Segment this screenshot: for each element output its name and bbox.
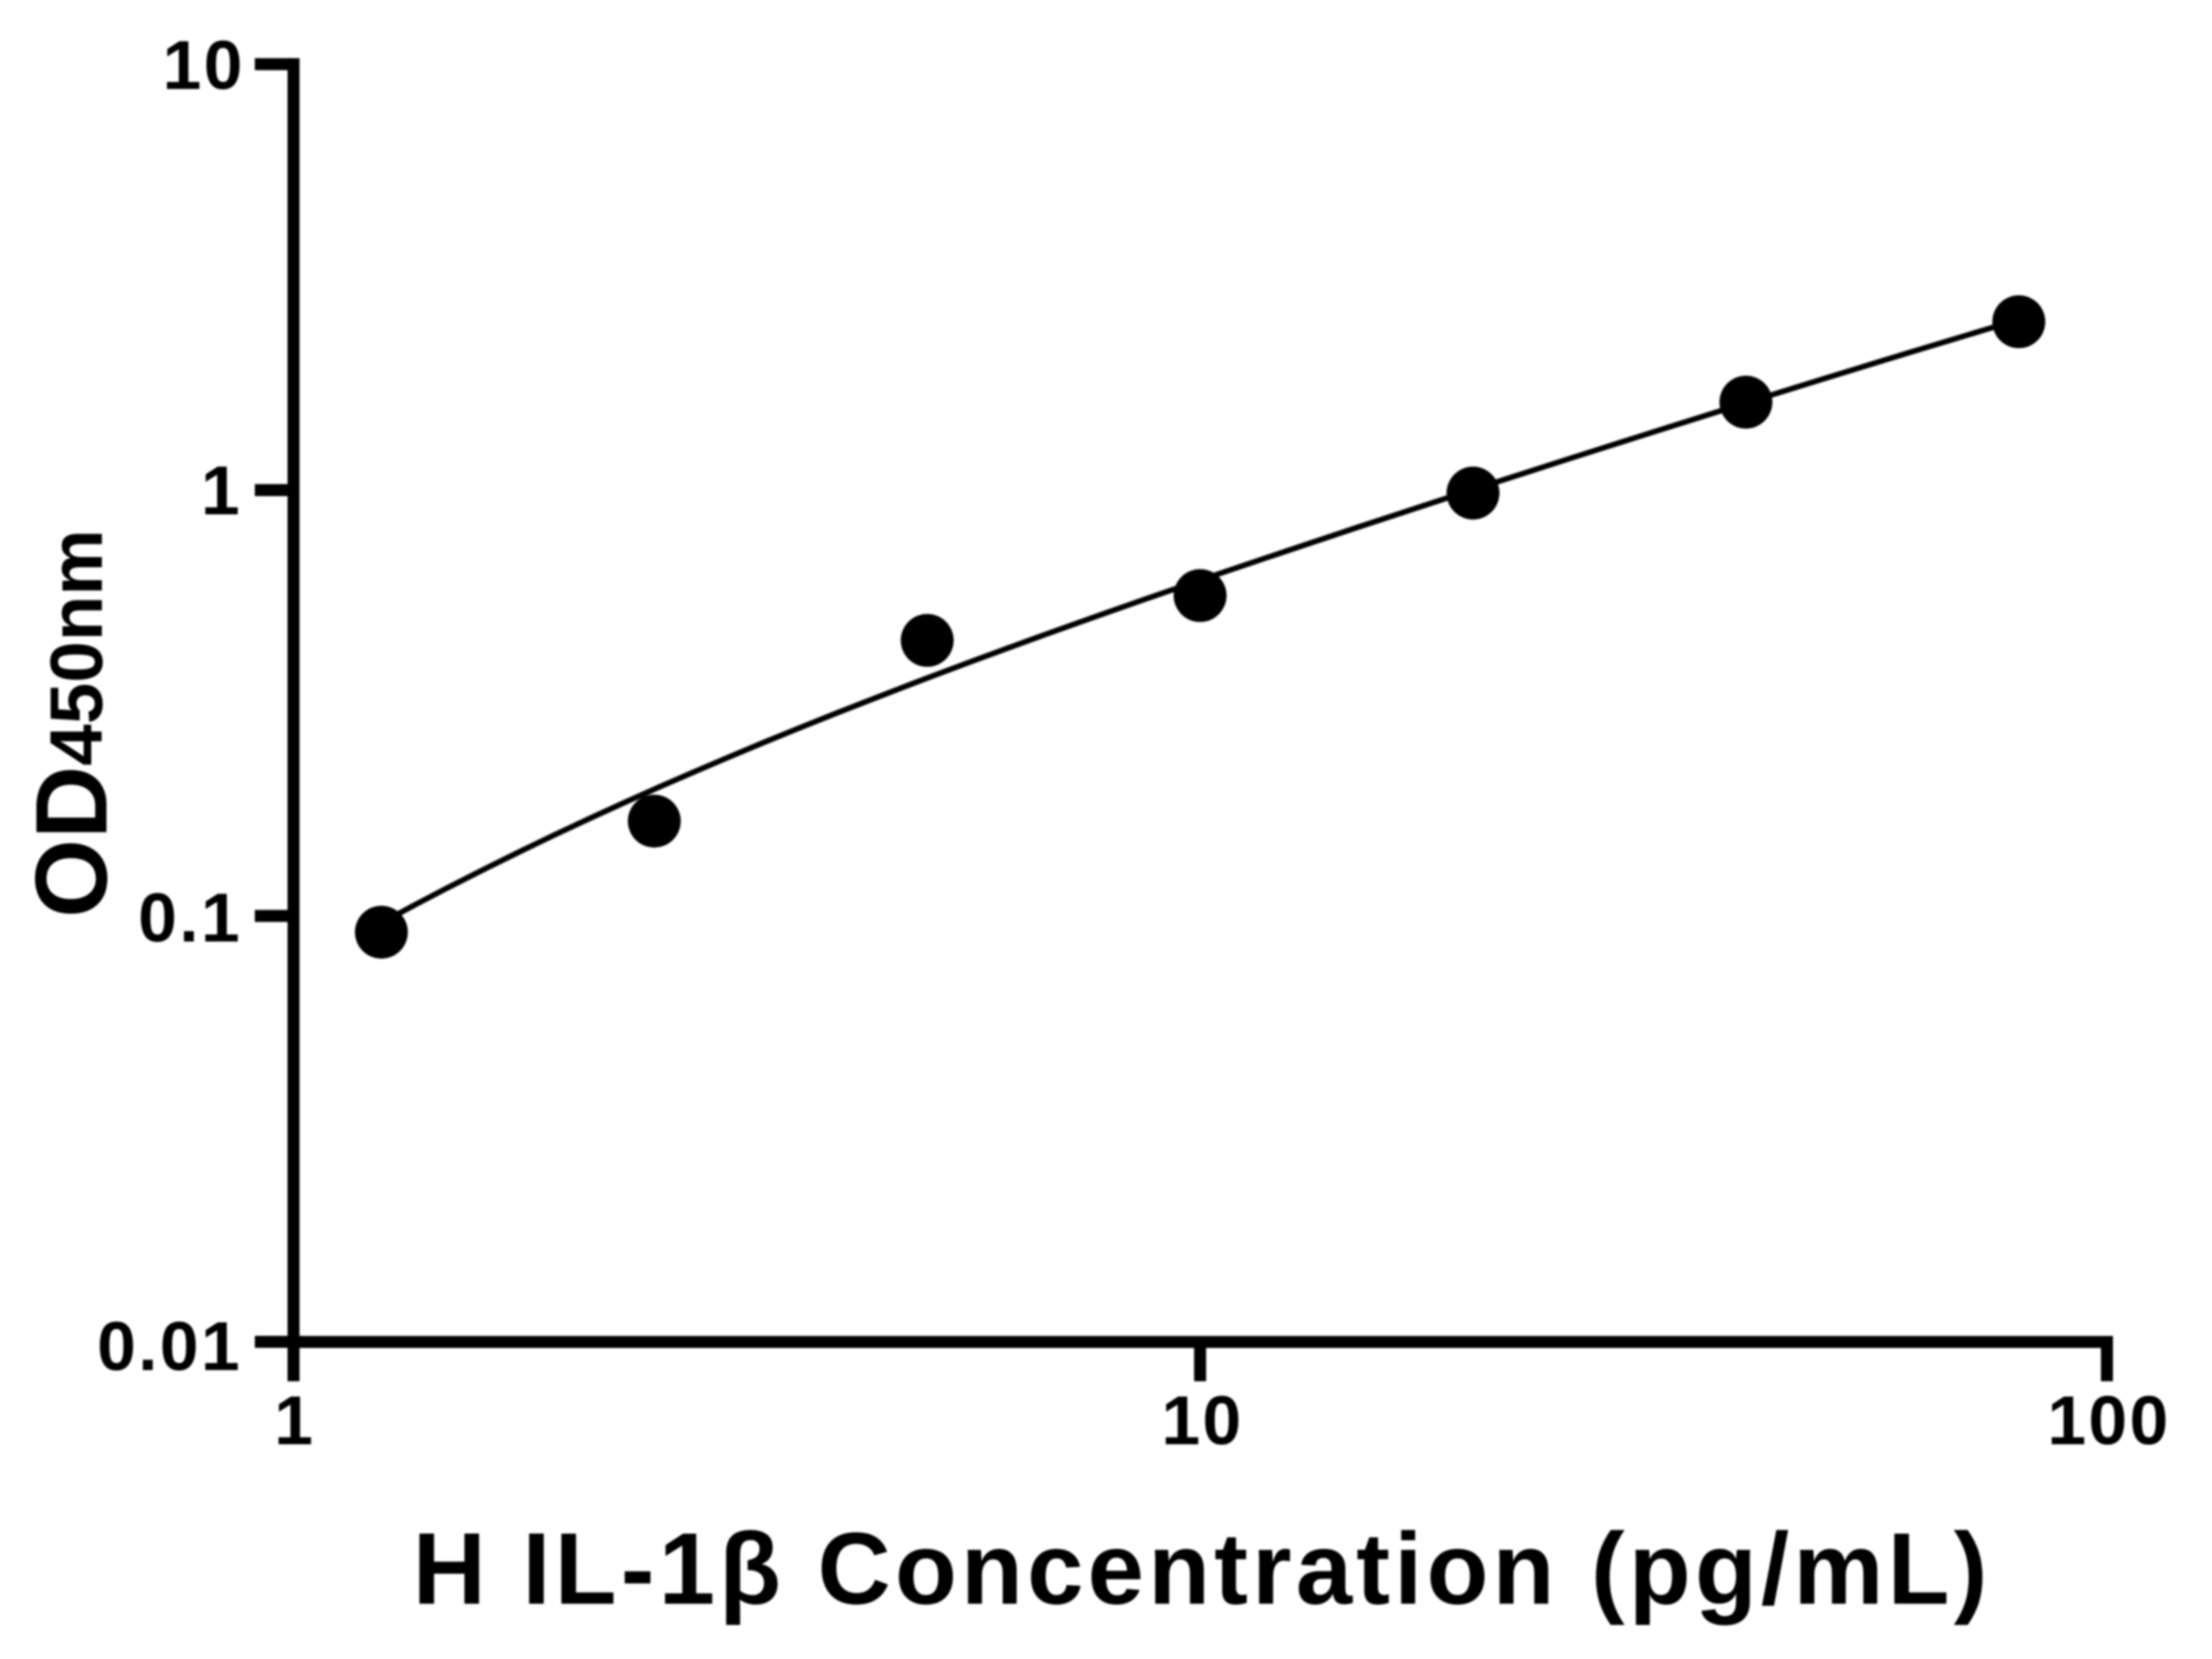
svg-text:H IL-1β Concentration (pg/mL): H IL-1β Concentration (pg/mL) bbox=[413, 1512, 1992, 1626]
svg-text:0.01: 0.01 bbox=[97, 1309, 241, 1386]
svg-text:0.1: 0.1 bbox=[138, 880, 242, 958]
svg-text:1: 1 bbox=[201, 453, 240, 530]
svg-text:10: 10 bbox=[1161, 1382, 1243, 1460]
svg-text:1: 1 bbox=[274, 1382, 312, 1460]
svg-text:100: 100 bbox=[2047, 1382, 2171, 1460]
svg-text:10: 10 bbox=[162, 28, 244, 105]
svg-text:OD450nm: OD450nm bbox=[16, 529, 129, 918]
